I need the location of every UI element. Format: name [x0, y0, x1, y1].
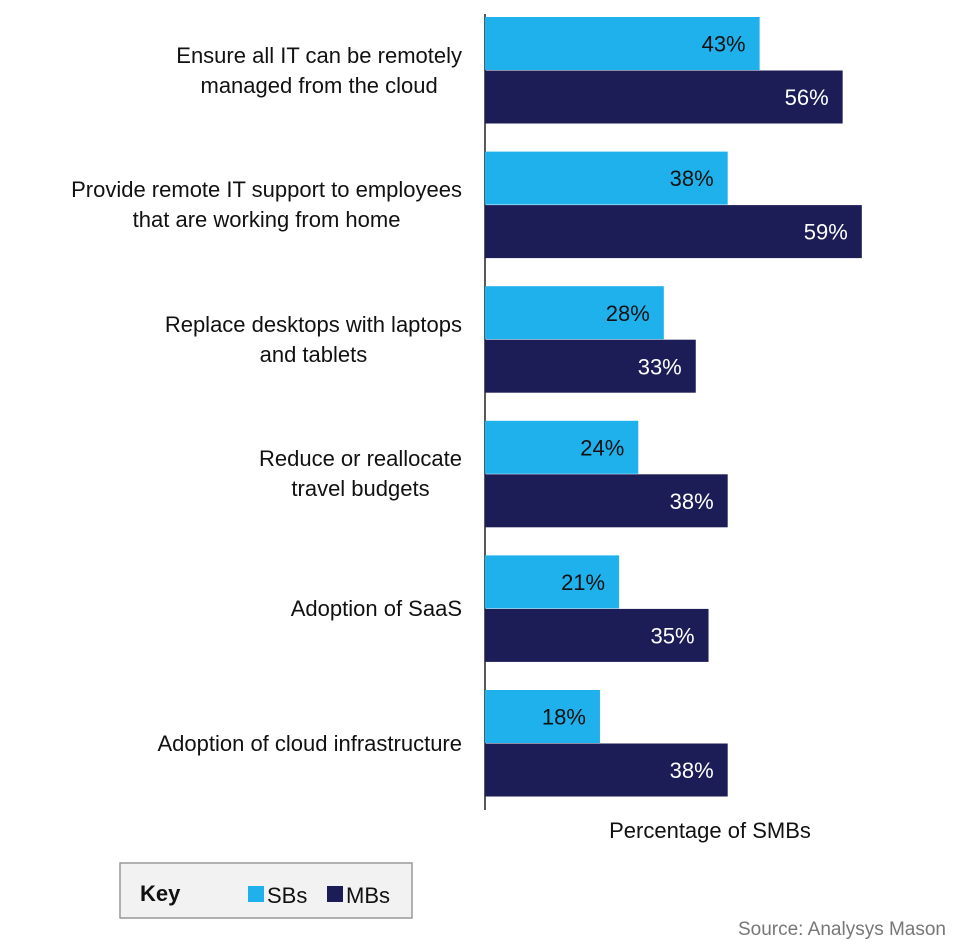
- source: Source: Analysys Mason: [738, 919, 946, 940]
- bar: [485, 555, 620, 609]
- bar: [485, 474, 728, 528]
- value-label: 56%: [785, 85, 829, 110]
- bar: [485, 608, 709, 662]
- value-label: 38%: [670, 489, 714, 514]
- value-label: 38%: [670, 166, 714, 191]
- value-label: 59%: [804, 220, 848, 245]
- category-label: Reduce or reallocate travel budgets: [258, 446, 462, 502]
- category-label: Ensure all IT can be remotely managed fr…: [176, 42, 462, 98]
- value-label: 35%: [650, 623, 694, 648]
- category-label: Replace desktops with laptops and tablet…: [164, 311, 462, 367]
- bar: [485, 205, 862, 259]
- x-axis-label: Percentage of SMBs: [609, 818, 811, 843]
- legend-swatch: [248, 886, 264, 902]
- legend-box: [119, 862, 413, 919]
- bar: [485, 151, 728, 205]
- bar: [485, 286, 664, 340]
- bar: [485, 17, 760, 70]
- legend-label: SBs: [267, 883, 307, 908]
- legend-label: MBs: [346, 883, 390, 908]
- value-label: 43%: [702, 32, 746, 57]
- bar: [485, 690, 600, 743]
- category-label: Adoption of SaaS: [290, 595, 462, 621]
- value-label: 21%: [561, 570, 605, 595]
- bar: [485, 743, 728, 797]
- legend-swatch: [327, 886, 343, 902]
- bar: [485, 420, 639, 474]
- category-label: Provide remote IT support to employees t…: [71, 177, 462, 233]
- value-label: 18%: [542, 705, 586, 730]
- value-label: 28%: [606, 301, 650, 326]
- category-label: Adoption of cloud infrastructure: [157, 730, 462, 756]
- bar: [485, 70, 843, 124]
- value-label: 24%: [580, 435, 624, 460]
- bar: [485, 339, 696, 393]
- value-label: 38%: [670, 758, 714, 783]
- value-label: 33%: [638, 354, 682, 379]
- legend-title: Key: [140, 881, 181, 906]
